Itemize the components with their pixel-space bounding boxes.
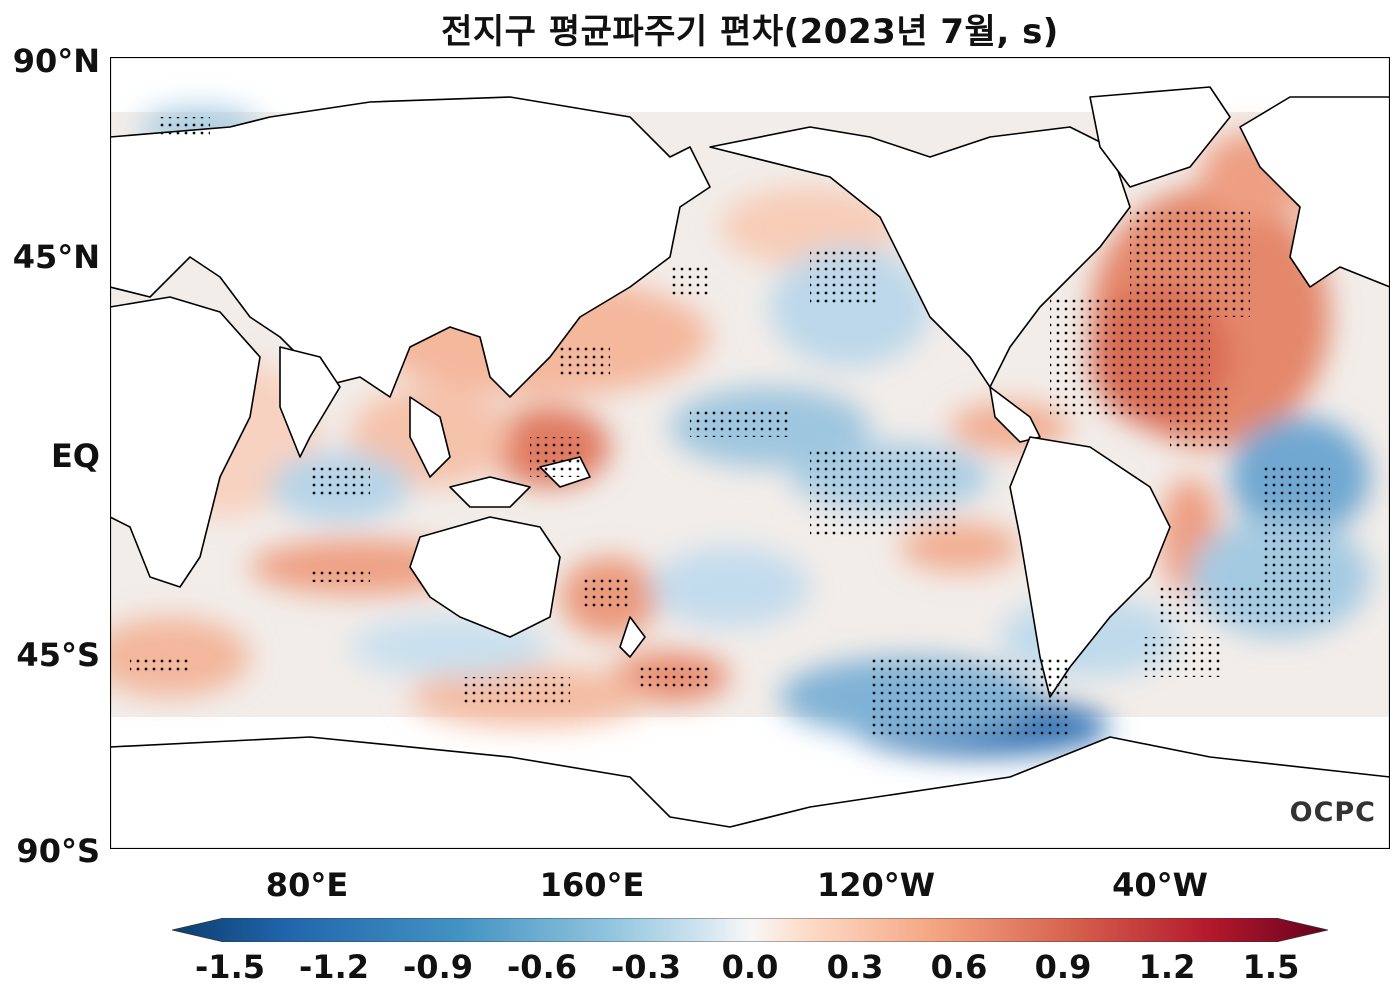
lon-label-40w: 40°W [1112, 866, 1208, 904]
lat-label-90n: 90°N [12, 42, 100, 80]
land-masses [110, 86, 1390, 849]
colorbar-tick-10: 1.5 [1242, 948, 1300, 986]
colorbar-tick-0: -1.5 [195, 948, 265, 986]
colorbar-tick-1: -1.2 [299, 948, 369, 986]
ocpc-logo: OCPC [1289, 797, 1376, 828]
colorbar-tick-6: 0.3 [826, 948, 884, 986]
lat-label-45s: 45°S [16, 636, 100, 674]
lon-label-80e: 80°E [265, 866, 349, 904]
lon-label-160e: 160°E [539, 866, 645, 904]
colorbar [172, 918, 1328, 942]
lon-label-120w: 120°W [816, 866, 936, 904]
map-frame [110, 57, 1390, 849]
colorbar-tick-5: 0.0 [721, 948, 779, 986]
colorbar-tick-8: 0.9 [1034, 948, 1092, 986]
lat-label-45n: 45°N [12, 238, 100, 276]
lat-label-eq: EQ [50, 437, 100, 475]
lat-label-90s: 90°S [16, 832, 100, 870]
map-title: 전지구 평균파주기 편차(2023년 7월, s) [441, 12, 1059, 52]
map-border [110, 57, 1390, 849]
significance-stipple [130, 117, 1330, 737]
colorbar-tick-7: 0.6 [930, 948, 988, 986]
colorbar-tick-3: -0.6 [507, 948, 577, 986]
colorbar-tick-9: 1.2 [1138, 948, 1196, 986]
anomaly-map [110, 57, 1390, 849]
colorbar-tick-4: -0.3 [611, 948, 681, 986]
colorbar-tick-2: -0.9 [403, 948, 473, 986]
